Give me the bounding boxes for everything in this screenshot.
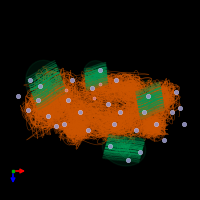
Ellipse shape xyxy=(134,80,166,120)
Ellipse shape xyxy=(61,117,91,143)
Ellipse shape xyxy=(26,60,66,108)
Ellipse shape xyxy=(83,61,109,91)
Ellipse shape xyxy=(142,80,178,120)
Ellipse shape xyxy=(139,117,165,139)
Ellipse shape xyxy=(94,106,138,142)
Ellipse shape xyxy=(24,88,64,132)
Ellipse shape xyxy=(102,130,146,166)
Ellipse shape xyxy=(78,72,130,108)
Ellipse shape xyxy=(112,75,148,105)
Ellipse shape xyxy=(38,74,82,126)
Ellipse shape xyxy=(51,94,117,138)
Ellipse shape xyxy=(118,96,162,136)
